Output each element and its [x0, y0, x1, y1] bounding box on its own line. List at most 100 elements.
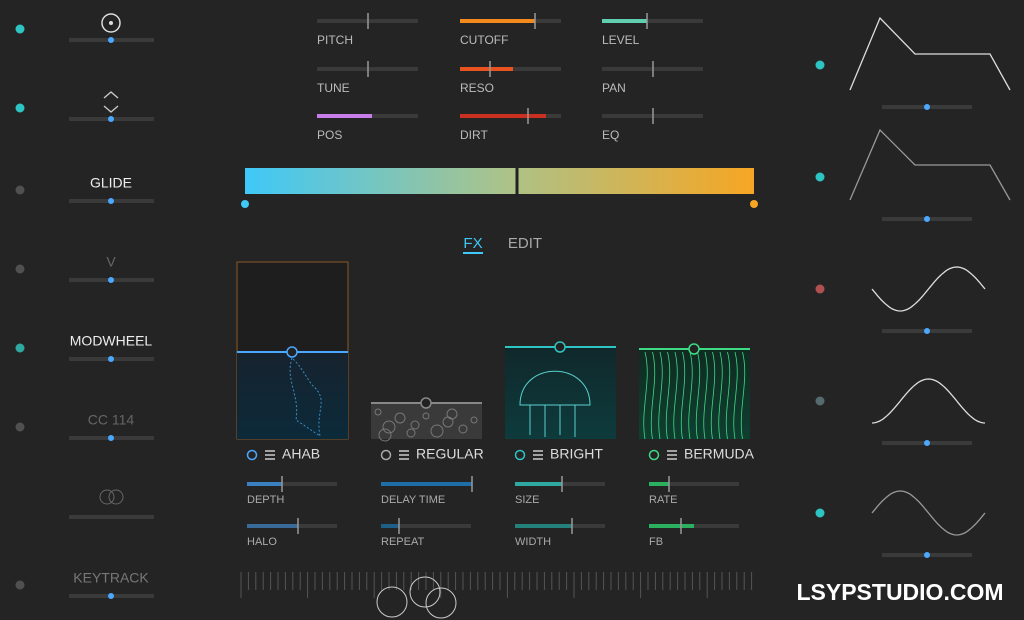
slider-dot[interactable] [924, 440, 930, 446]
kelp [740, 351, 746, 440]
power-icon[interactable] [648, 449, 660, 461]
param-label: PAN [602, 81, 626, 95]
param-label: DIRT [460, 128, 488, 142]
fx-param-label: SIZE [515, 494, 539, 506]
bubble [410, 420, 420, 430]
menu-icon[interactable] [399, 450, 409, 460]
slider-fill [602, 19, 647, 23]
param-label: CUTOFF [460, 33, 508, 47]
row-dot[interactable] [15, 103, 25, 113]
row-dot[interactable] [15, 343, 25, 353]
kelp [725, 351, 731, 440]
icon-chevrons [103, 91, 119, 113]
param-label: EQ [602, 128, 619, 142]
slider-track[interactable] [381, 524, 471, 528]
slider-dot[interactable] [924, 552, 930, 558]
gradient-handle[interactable] [241, 200, 249, 208]
fx-handle[interactable] [688, 343, 700, 355]
wave-dot[interactable] [815, 508, 825, 518]
param-label: PITCH [317, 33, 353, 47]
tab[interactable]: FX [463, 235, 482, 252]
fx-param-label: RATE [649, 494, 678, 506]
slider-track[interactable] [69, 515, 154, 519]
kelp [643, 351, 648, 440]
slider-track[interactable] [247, 482, 337, 486]
strip-circle [425, 587, 457, 619]
waveform [849, 16, 1011, 91]
left-label: CC 114 [88, 412, 135, 428]
slider-track[interactable] [602, 19, 703, 23]
row-dot[interactable] [15, 185, 25, 195]
bubble [394, 412, 406, 424]
fx-param-label: WIDTH [515, 536, 551, 548]
slider-fill [460, 114, 546, 118]
param-label: TUNE [317, 81, 350, 95]
slider-fill [460, 19, 535, 23]
waveform [871, 378, 986, 424]
gradient-handle[interactable] [750, 200, 758, 208]
fx-param-label: DEPTH [247, 494, 284, 506]
kelp [650, 351, 656, 440]
fx-name: BERMUDA [684, 446, 755, 462]
wave-dot[interactable] [815, 172, 825, 182]
watermark: LSYPSTUDIO.COM [796, 579, 1003, 605]
slider-dot[interactable] [924, 216, 930, 222]
wave-dot[interactable] [815, 396, 825, 406]
menu-icon[interactable] [265, 450, 275, 460]
fx-handle[interactable] [286, 346, 298, 358]
slider-dot[interactable] [108, 593, 114, 599]
slider-fill [460, 67, 513, 71]
wave-dot[interactable] [815, 60, 825, 70]
param-label: LEVEL [602, 33, 640, 47]
kelp [733, 351, 738, 440]
slider-dot[interactable] [924, 104, 930, 110]
row-dot[interactable] [15, 264, 25, 274]
icon-rings [108, 489, 124, 505]
slider-track[interactable] [649, 482, 739, 486]
slider-dot[interactable] [924, 328, 930, 334]
kelp [710, 351, 716, 440]
icon-dot [109, 21, 113, 25]
slider-dot[interactable] [108, 277, 114, 283]
fx-handle[interactable] [420, 397, 432, 409]
bubble [442, 416, 454, 428]
power-icon[interactable] [246, 449, 258, 461]
menu-icon[interactable] [533, 450, 543, 460]
fx-param-label: HALO [247, 536, 277, 548]
row-dot[interactable] [15, 580, 25, 590]
slider-fill [381, 524, 399, 528]
bubble [406, 428, 416, 438]
bubble [374, 408, 382, 416]
power-icon[interactable] [514, 449, 526, 461]
fx-panel[interactable] [639, 349, 750, 439]
slider-dot[interactable] [108, 198, 114, 204]
wave-dot[interactable] [815, 284, 825, 294]
menu-icon[interactable] [667, 450, 677, 460]
waveform [871, 490, 986, 536]
fx-panel[interactable] [237, 352, 348, 439]
fx-name: BRIGHT [550, 446, 603, 462]
kelp [718, 351, 723, 440]
tab[interactable]: EDIT [508, 235, 542, 252]
slider-dot[interactable] [108, 435, 114, 441]
fx-handle[interactable] [554, 341, 566, 353]
row-dot[interactable] [15, 422, 25, 432]
ahab-shape [289, 357, 322, 438]
strip-circle [376, 586, 408, 618]
slider-fill [247, 524, 298, 528]
param-label: POS [317, 128, 342, 142]
power-icon[interactable] [380, 449, 392, 461]
slider-dot[interactable] [108, 356, 114, 362]
row-dot[interactable] [15, 24, 25, 34]
kelp [703, 351, 708, 440]
bubble [430, 424, 444, 438]
left-label: GLIDE [90, 175, 132, 191]
gradient-bar[interactable] [245, 168, 754, 194]
kelp [658, 351, 663, 440]
slider-dot[interactable] [108, 116, 114, 122]
slider-dot[interactable] [108, 37, 114, 43]
slider-fill [247, 482, 282, 486]
